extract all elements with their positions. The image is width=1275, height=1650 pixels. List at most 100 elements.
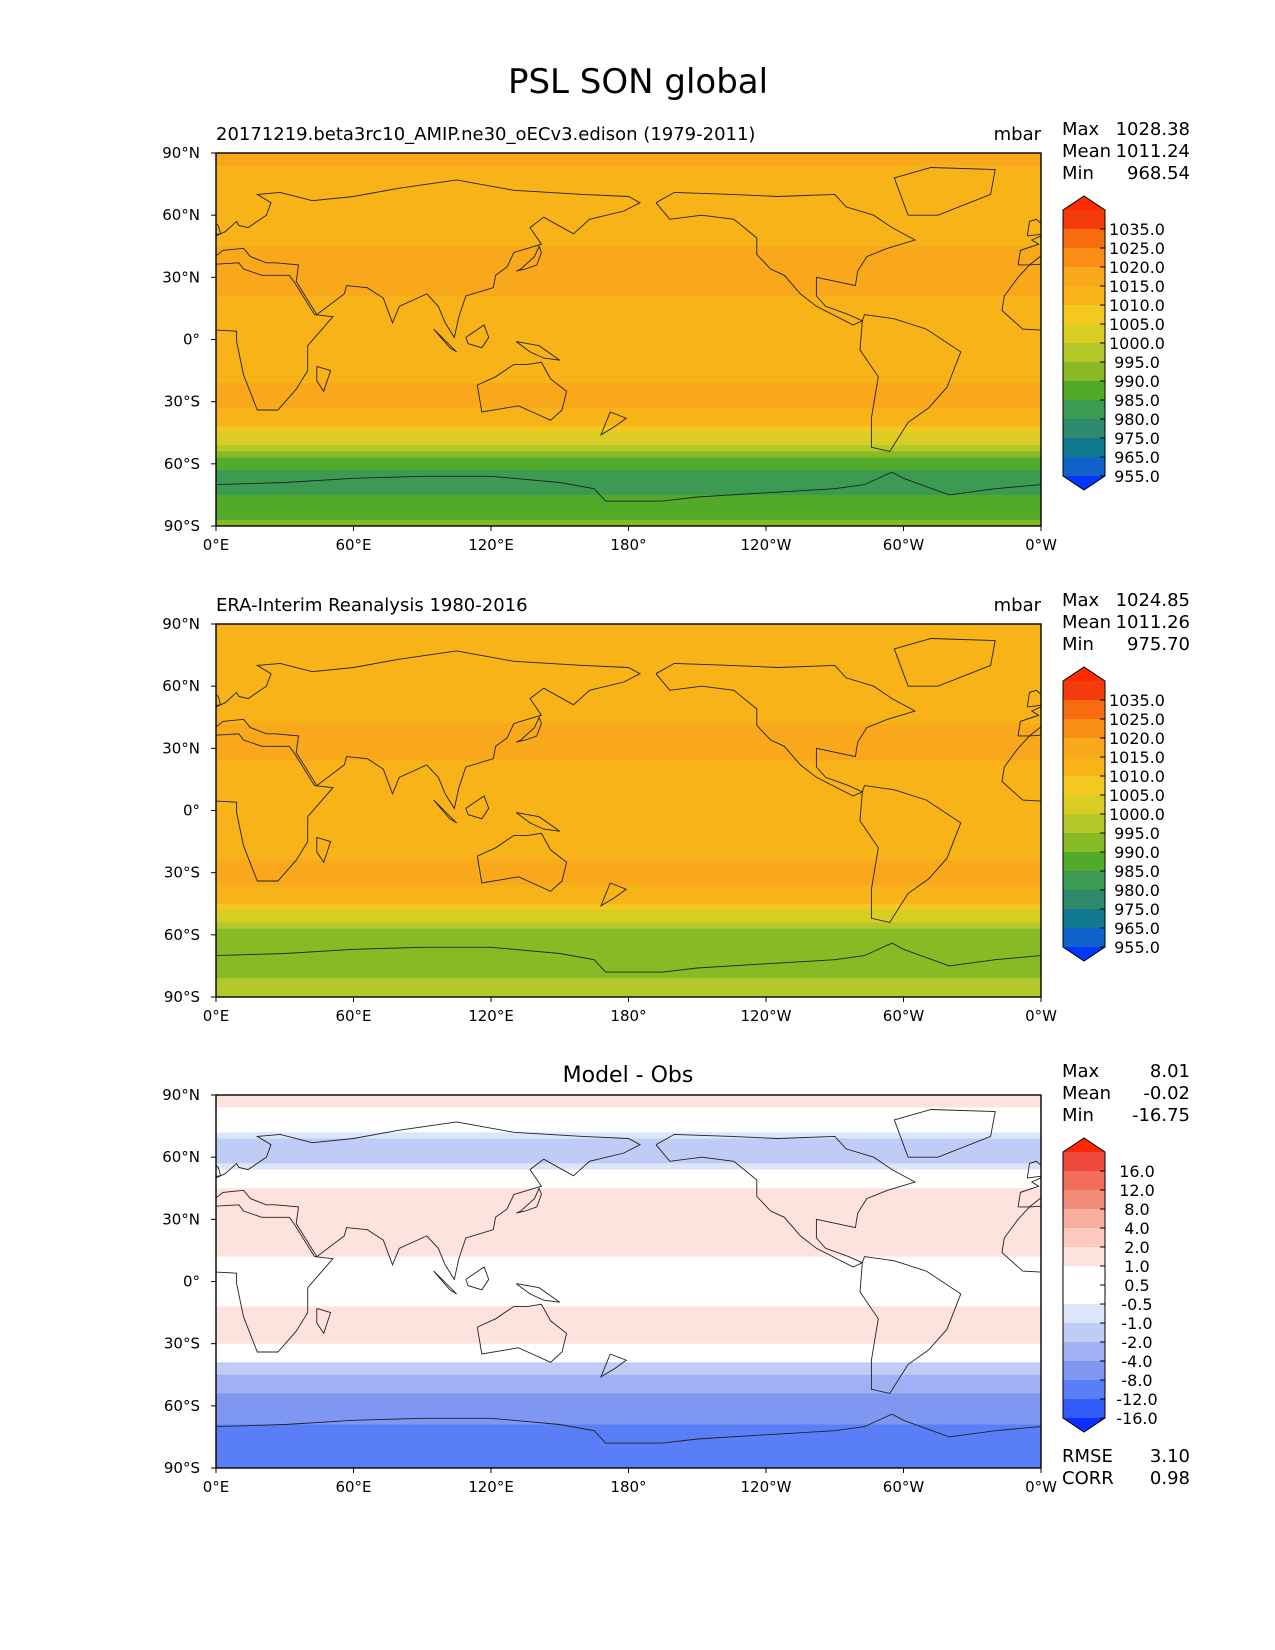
colorbar-segment [1063,1361,1105,1381]
field-band [216,296,1041,303]
colorbar: 1035.01025.01020.01015.01010.01005.01000… [1062,666,1165,962]
field-band [216,389,1041,396]
field-band [216,345,1041,353]
field-band [216,1356,1041,1363]
colorbar-segment [1063,928,1105,948]
field-band [216,692,1041,700]
y-tick-label: 60°S [164,926,200,944]
coastline [515,812,561,832]
field-band [216,395,1041,403]
field-band [216,760,1041,768]
field-band [216,972,1041,979]
colorbar-label: 1.0 [1124,1257,1149,1276]
colorbar-label: 985.0 [1114,862,1160,881]
colorbar-label: 12.0 [1119,1181,1155,1200]
coastline [216,1121,641,1281]
coastline [216,262,334,411]
field-band [216,1269,1041,1276]
colorbar-label: -12.0 [1116,1390,1157,1409]
colorbar-label: 980.0 [1114,881,1160,900]
coastlines [216,167,1041,502]
y-tick-label: 60°N [162,677,200,695]
colorbar-segment [1063,909,1105,929]
field-band [216,501,1041,508]
stat-min-label: Min [1062,1105,1094,1126]
field-band [216,264,1041,272]
coastline [216,650,641,810]
colorbar-segment [1063,362,1105,382]
field-band [216,624,1041,631]
field-band [216,1225,1041,1233]
field-band [216,984,1041,992]
figure-title: PSL SON global [508,62,768,102]
colorbar-segment [1063,1323,1105,1343]
field-band [216,252,1041,260]
coastline [316,365,332,393]
coastline [893,167,996,216]
x-tick-label: 60°E [335,1007,371,1025]
coastline [600,882,628,907]
coastline [515,1283,561,1303]
field-band [216,1293,1041,1301]
colorbar-label: -1.0 [1121,1314,1152,1333]
field-band [216,401,1041,409]
coastline [433,328,457,353]
colorbar-label: 975.0 [1114,429,1160,448]
x-tick-label: 0°W [1025,536,1057,554]
y-tick-label: 60°N [162,206,200,224]
colorbar-segment [1063,1266,1105,1286]
field-band [216,171,1041,179]
field-band [216,1455,1041,1463]
y-tick-label: 30°N [162,268,200,286]
field-band [216,513,1041,521]
field-band [216,302,1041,309]
field-band [216,686,1041,693]
field-band [216,1387,1041,1394]
field-band [216,308,1041,316]
colorbar-label: -0.5 [1121,1295,1152,1314]
field-band [216,822,1041,830]
x-tick-label: 120°W [741,1007,792,1025]
colorbar-label: 965.0 [1114,919,1160,938]
field-band [216,519,1041,526]
coastline [465,324,490,349]
x-tick-label: 180° [610,1007,646,1025]
field-band [216,779,1041,787]
colorbar-segment [1063,248,1105,268]
field-band [216,947,1041,955]
field-band [216,1381,1041,1388]
field-band [216,910,1041,917]
colorbar-segment [1063,681,1105,701]
field-band [216,1238,1041,1245]
panel-obs: ERA-Interim Reanalysis 1980-2016 mbar 0°… [162,590,1190,1025]
colorbar-segment [1063,457,1105,477]
map-field [216,153,1041,526]
field-band [216,723,1041,731]
coastline [216,1204,334,1353]
colorbar-segment [1063,381,1105,401]
colorbar-segment [1063,324,1105,344]
y-tick-label: 90°S [164,517,200,535]
colorbar-segment [1063,795,1105,815]
field-band [216,735,1041,743]
colorbar-segment [1063,1247,1105,1267]
field-band [216,928,1041,936]
colorbar-extend-max [1063,667,1105,681]
colorbar-label: 1020.0 [1109,729,1165,748]
map-axes: 0°E 60°E 120°E 180° 120°W 60°W 0°W 90°N 60°N 30°N… [162,144,1057,554]
panel-units: mbar [994,595,1042,616]
field-band [216,1461,1041,1468]
colorbar-segment [1063,400,1105,420]
colorbar-label: -16.0 [1116,1409,1157,1428]
y-tick-label: 0° [183,331,200,349]
colorbar-label: 1005.0 [1109,315,1165,334]
field-band [216,277,1041,285]
field-band [216,1262,1041,1270]
y-tick-label: 0° [183,1273,200,1291]
coastline [600,411,628,436]
coastline [515,341,561,361]
colorbar-segment [1063,738,1105,758]
stat-max-label: Max [1062,1061,1100,1082]
field-band [216,1119,1041,1127]
colorbar-label: 1035.0 [1109,691,1165,710]
